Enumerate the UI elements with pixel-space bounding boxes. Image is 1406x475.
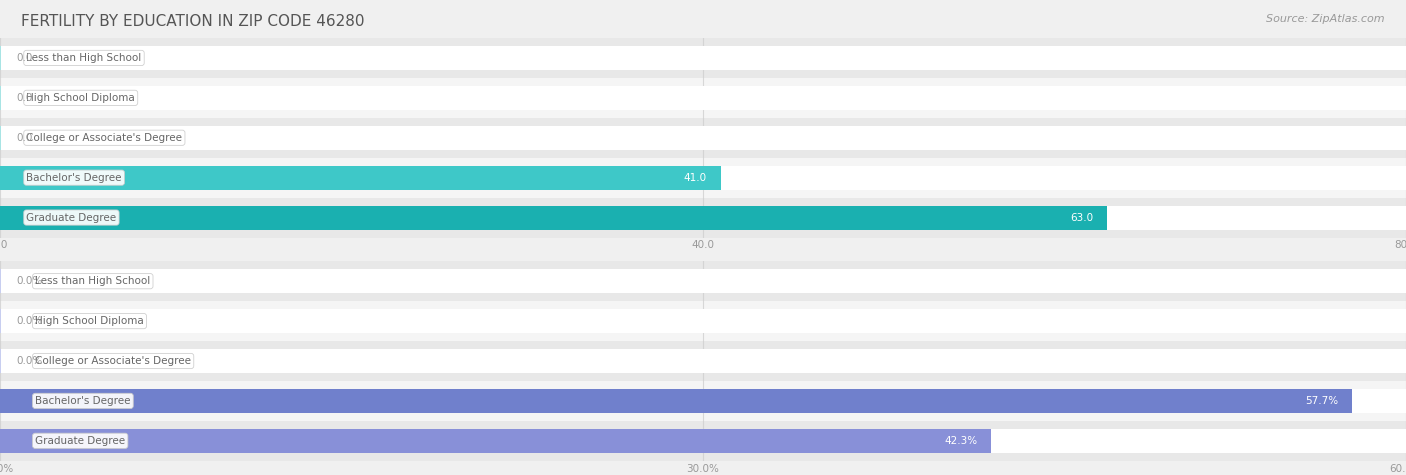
Bar <box>0 349 1406 373</box>
Bar <box>0 118 1406 158</box>
Text: 0.0: 0.0 <box>17 53 34 63</box>
Bar <box>0 301 1406 341</box>
Bar <box>0 269 1 293</box>
Text: High School Diploma: High School Diploma <box>35 316 143 326</box>
Bar <box>0 38 1406 78</box>
Bar <box>0 206 1406 229</box>
Text: 0.0%: 0.0% <box>17 276 44 286</box>
Bar <box>0 389 1353 413</box>
Bar <box>0 341 1406 381</box>
Text: Less than High School: Less than High School <box>35 276 150 286</box>
Bar <box>0 261 1406 301</box>
Text: Graduate Degree: Graduate Degree <box>35 436 125 446</box>
Bar <box>0 166 1406 190</box>
Text: 42.3%: 42.3% <box>943 436 977 446</box>
Bar <box>0 46 1 70</box>
Bar <box>0 126 1 150</box>
Text: College or Associate's Degree: College or Associate's Degree <box>27 133 183 143</box>
Text: 41.0: 41.0 <box>683 172 707 183</box>
Text: Less than High School: Less than High School <box>27 53 142 63</box>
Bar <box>0 421 1406 461</box>
Bar <box>0 269 1406 293</box>
Bar <box>0 126 1406 150</box>
Text: 0.0: 0.0 <box>17 93 34 103</box>
Bar <box>0 78 1406 118</box>
Text: 57.7%: 57.7% <box>1305 396 1339 406</box>
Bar <box>0 389 1406 413</box>
Bar <box>0 198 1406 238</box>
Text: College or Associate's Degree: College or Associate's Degree <box>35 356 191 366</box>
Bar <box>0 429 1406 453</box>
Text: 0.0%: 0.0% <box>17 316 44 326</box>
Bar <box>0 309 1 333</box>
Text: 63.0: 63.0 <box>1070 212 1094 223</box>
Text: High School Diploma: High School Diploma <box>27 93 135 103</box>
Bar <box>0 381 1406 421</box>
Bar <box>0 86 1406 110</box>
Bar <box>0 309 1406 333</box>
Bar <box>0 46 1406 70</box>
Bar <box>0 429 991 453</box>
Bar <box>0 166 720 190</box>
Text: Graduate Degree: Graduate Degree <box>27 212 117 223</box>
Bar <box>0 86 1 110</box>
Bar <box>0 206 1108 229</box>
Bar <box>0 158 1406 198</box>
Text: 0.0: 0.0 <box>17 133 34 143</box>
Text: Bachelor's Degree: Bachelor's Degree <box>27 172 122 183</box>
Text: Source: ZipAtlas.com: Source: ZipAtlas.com <box>1267 14 1385 24</box>
Bar <box>0 349 1 373</box>
Text: Bachelor's Degree: Bachelor's Degree <box>35 396 131 406</box>
Text: 0.0%: 0.0% <box>17 356 44 366</box>
Text: FERTILITY BY EDUCATION IN ZIP CODE 46280: FERTILITY BY EDUCATION IN ZIP CODE 46280 <box>21 14 364 29</box>
